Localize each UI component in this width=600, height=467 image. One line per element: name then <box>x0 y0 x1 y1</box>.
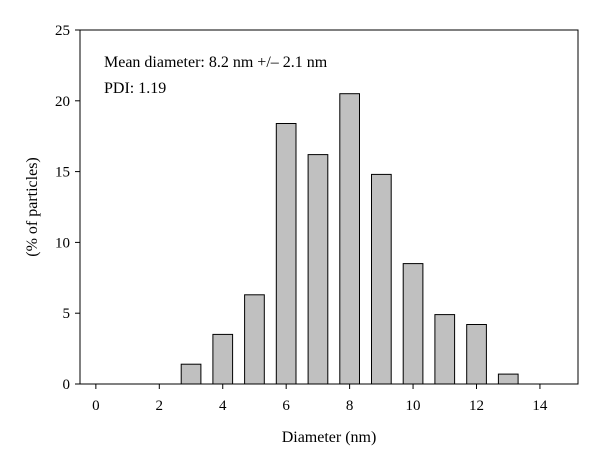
annotation-pdi: PDI: 1.19 <box>104 80 166 97</box>
y-tick-label-20: 20 <box>55 94 70 110</box>
x-tick-label-14: 14 <box>532 398 548 414</box>
plot-frame <box>79 29 579 385</box>
bar-12 <box>466 324 487 385</box>
x-tick-label-12: 12 <box>469 398 484 414</box>
x-tick-label-0: 0 <box>92 398 100 414</box>
annotation-mean-diameter: Mean diameter: 8.2 nm +/– 2.1 nm <box>104 54 328 71</box>
x-tick-label-6: 6 <box>282 398 290 414</box>
bar-6 <box>275 123 297 385</box>
bars-group <box>180 93 519 385</box>
bar-5 <box>244 294 265 385</box>
bar-10 <box>402 263 424 385</box>
y-tick-label-25: 25 <box>55 23 70 39</box>
x-tick-label-10: 10 <box>406 398 421 414</box>
y-tick-label-10: 10 <box>55 235 70 251</box>
x-tick-label-2: 2 <box>156 398 164 414</box>
x-axis: 0 2 4 6 8 10 12 14 <box>92 384 548 414</box>
x-tick-label-8: 8 <box>346 398 354 414</box>
x-tick-label-4: 4 <box>219 398 227 414</box>
bar-3 <box>180 363 202 385</box>
y-axis-label: (% of particles) <box>24 157 41 257</box>
x-axis-label: Diameter (nm) <box>282 429 377 446</box>
bar-9 <box>371 173 392 385</box>
bar-7 <box>307 154 329 385</box>
bar-13 <box>497 373 519 385</box>
bar-11 <box>434 314 456 385</box>
y-axis: 0 5 10 15 20 25 <box>55 23 80 393</box>
y-tick-label-5: 5 <box>63 306 71 322</box>
y-tick-label-0: 0 <box>63 377 71 393</box>
y-tick-label-15: 15 <box>55 165 70 181</box>
bar-8 <box>339 93 360 385</box>
bar-4 <box>212 333 234 385</box>
